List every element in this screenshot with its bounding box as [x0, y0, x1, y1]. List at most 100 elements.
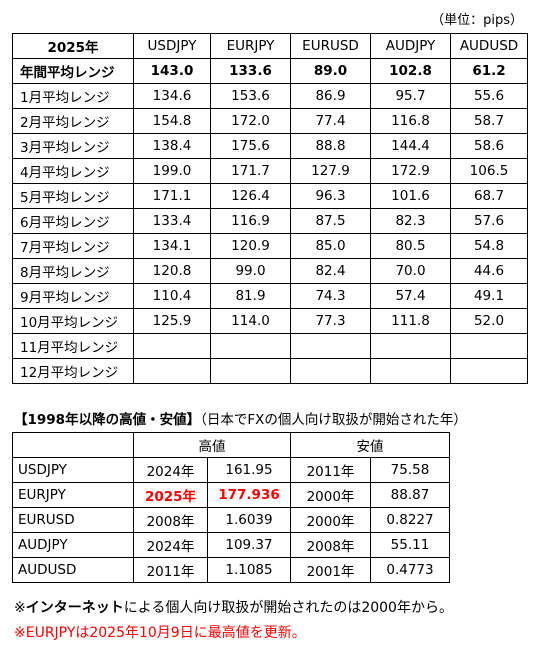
row-label: AUDJPY [12, 532, 134, 558]
annual-row: 年間平均レンジ 143.0 133.6 89.0 102.8 61.2 [12, 58, 528, 84]
cell: 199.0 [133, 158, 211, 184]
cell: 88.87 [370, 482, 450, 508]
cell: 82.4 [290, 258, 371, 284]
month-row: 2月平均レンジ 154.8 172.0 77.4 116.8 58.7 [12, 108, 528, 134]
cell: 58.6 [450, 133, 528, 159]
cell: 109.37 [207, 532, 291, 558]
cell: 0.4773 [370, 557, 450, 583]
month-row: 3月平均レンジ 138.4 175.6 88.8 144.4 58.6 [12, 133, 528, 159]
section-title: 【1998年以降の高値・安値】（日本でFXの個人向け取扱が開始された年） [14, 408, 467, 428]
range-table: 2025年 USDJPY EURJPY EURUSD AUDJPY AUDUSD 年間平均レ… [12, 33, 528, 384]
empty-cell [370, 358, 451, 384]
cell: 68.7 [450, 183, 528, 209]
annual-cell: 102.8 [370, 58, 451, 84]
cell: 2001年 [290, 557, 371, 583]
row-label: EURJPY [12, 482, 134, 508]
cell: 116.9 [210, 208, 291, 234]
header-cell: USDJPY [133, 33, 211, 59]
cell: 106.5 [450, 158, 528, 184]
cell: 126.4 [210, 183, 291, 209]
header-cell: 高値 [133, 432, 291, 458]
row-label: AUDUSD [12, 557, 134, 583]
annual-cell: 年間平均レンジ [12, 58, 134, 84]
empty-cell [450, 358, 528, 384]
cell: 57.6 [450, 208, 528, 234]
month-row: 8月平均レンジ 120.8 99.0 82.4 70.0 44.6 [12, 258, 528, 284]
cell: 144.4 [370, 133, 451, 159]
cell: 86.9 [290, 83, 371, 109]
empty-cell [210, 358, 291, 384]
cell: 2008年 [133, 507, 208, 533]
row-label: 3月平均レンジ [12, 133, 134, 159]
cell: 134.6 [133, 83, 211, 109]
cell: 82.3 [370, 208, 451, 234]
row-label: 7月平均レンジ [12, 233, 134, 259]
header-cell: AUDUSD [450, 33, 528, 59]
cell: 2011年 [133, 557, 208, 583]
cell: 1.1085 [207, 557, 291, 583]
cell: 99.0 [210, 258, 291, 284]
cell: 88.8 [290, 133, 371, 159]
cell: 101.6 [370, 183, 451, 209]
row-label: 6月平均レンジ [12, 208, 134, 234]
empty-cell [450, 333, 528, 359]
header-cell: AUDJPY [370, 33, 451, 59]
row-label: 10月平均レンジ [12, 308, 134, 334]
note-prefix: ※ [14, 600, 26, 616]
cell: 70.0 [370, 258, 451, 284]
cell: 0.8227 [370, 507, 450, 533]
cell: 87.5 [290, 208, 371, 234]
cell: 125.9 [133, 308, 211, 334]
cell: 2024年 [133, 532, 208, 558]
cell: 153.6 [210, 83, 291, 109]
cell: 171.7 [210, 158, 291, 184]
cell: 1.6039 [207, 507, 291, 533]
cell: 49.1 [450, 283, 528, 309]
cell: 58.7 [450, 108, 528, 134]
cell: 96.3 [290, 183, 371, 209]
row-label: 12月平均レンジ [12, 358, 134, 384]
cell: 133.4 [133, 208, 211, 234]
high-low-table: 高値 安値 USDJPY 2024年 161.95 2011年 75.58 EURJPY 202… [12, 432, 450, 583]
cell: 44.6 [450, 258, 528, 284]
month-row: 7月平均レンジ 134.1 120.9 85.0 80.5 54.8 [12, 233, 528, 259]
row-label: 8月平均レンジ [12, 258, 134, 284]
cell: 110.4 [133, 283, 211, 309]
cell: 111.8 [370, 308, 451, 334]
note-text: による個人向け取扱が開始されたのは2000年から。 [123, 600, 453, 616]
cell: 134.1 [133, 233, 211, 259]
row-label: USDJPY [12, 457, 134, 483]
month-row: 5月平均レンジ 171.1 126.4 96.3 101.6 68.7 [12, 183, 528, 209]
cell: 172.0 [210, 108, 291, 134]
cell: 2000年 [290, 507, 371, 533]
note: ※インターネットによる個人向け取扱が開始されたのは2000年から。 [14, 597, 453, 617]
annual-cell: 143.0 [133, 58, 211, 84]
cell: 85.0 [290, 233, 371, 259]
header-row: 高値 安値 [12, 432, 450, 458]
cell: 81.9 [210, 283, 291, 309]
header-cell: EURJPY [210, 33, 291, 59]
month-row: 4月平均レンジ 199.0 171.7 127.9 172.9 106.5 [12, 158, 528, 184]
cell: 2025年 [133, 482, 208, 508]
pair-row: EURJPY 2025年 177.936 2000年 88.87 [12, 482, 450, 508]
cell: 172.9 [370, 158, 451, 184]
cell: 77.4 [290, 108, 371, 134]
header-cell: 安値 [290, 432, 450, 458]
header-row: 2025年 USDJPY EURJPY EURUSD AUDJPY AUDUSD [12, 33, 528, 59]
cell: 114.0 [210, 308, 291, 334]
cell: 77.3 [290, 308, 371, 334]
header-cell: EURUSD [290, 33, 371, 59]
empty-cell [370, 333, 451, 359]
month-row: 11月平均レンジ [12, 333, 528, 359]
row-label: 5月平均レンジ [12, 183, 134, 209]
month-row: 12月平均レンジ [12, 358, 528, 384]
cell: 74.3 [290, 283, 371, 309]
empty-cell [290, 358, 371, 384]
empty-cell [133, 358, 211, 384]
cell: 55.6 [450, 83, 528, 109]
cell: 127.9 [290, 158, 371, 184]
month-row: 1月平均レンジ 134.6 153.6 86.9 95.7 55.6 [12, 83, 528, 109]
cell: 154.8 [133, 108, 211, 134]
subtitle: （日本でFXの個人向け取扱が開始された年） [200, 412, 467, 428]
